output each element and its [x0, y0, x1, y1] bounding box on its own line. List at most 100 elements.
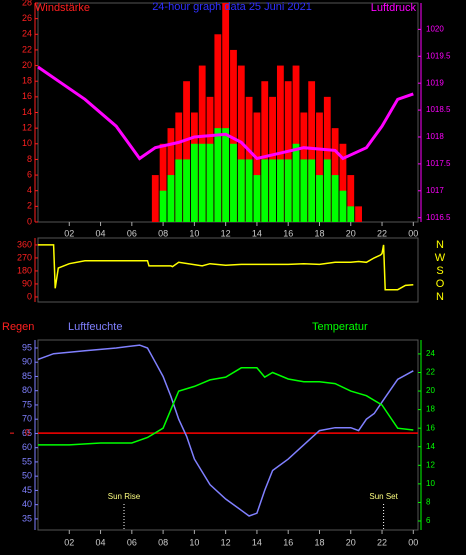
bar: [292, 143, 300, 222]
y-tick-label: 270: [17, 252, 32, 262]
annotation-label: Sun Set: [369, 492, 398, 501]
bar: [206, 143, 214, 222]
x-tick-label: 18: [314, 228, 324, 238]
bar: [245, 159, 253, 222]
bar: [222, 128, 230, 222]
direction-label: N: [436, 291, 444, 303]
line: [38, 367, 414, 446]
x-tick-label: 20: [346, 228, 356, 238]
bar: [308, 159, 316, 222]
x-tick-label: 00: [408, 228, 418, 238]
x-tick-label: 16: [283, 228, 293, 238]
x-tick-label: 06: [127, 228, 137, 238]
direction-label: S: [436, 265, 443, 277]
y2-tick-label: 22: [426, 368, 435, 377]
x-tick-label: 16: [283, 537, 293, 547]
y2-tick-label: 12: [426, 460, 435, 469]
x-tick-label: 22: [377, 537, 387, 547]
bar: [253, 112, 261, 222]
y-tick-label: 65: [22, 428, 32, 438]
bar: [151, 175, 159, 222]
y-tick-label: 50: [22, 471, 32, 481]
y-tick-label: 95: [22, 342, 32, 352]
y-tick-label: 8: [27, 154, 32, 164]
x-tick-label: 00: [408, 537, 418, 547]
y-tick-label: 12: [22, 123, 32, 133]
bar: [222, 3, 230, 222]
bar: [159, 143, 167, 222]
rain-tick-label: 0: [25, 428, 30, 438]
y-tick-label: 35: [22, 513, 32, 523]
y-tick-label: 2: [27, 201, 32, 211]
line: [37, 344, 414, 517]
temperature-title: Temperatur: [312, 321, 368, 333]
x-tick-label: 02: [64, 228, 74, 238]
y-tick-label: 55: [22, 456, 32, 466]
x-tick-label: 14: [252, 228, 262, 238]
bar: [159, 190, 167, 222]
y-tick-label: 24: [22, 29, 32, 39]
y2-tick-label: 24: [426, 349, 435, 358]
y2-tick-label: 18: [426, 405, 435, 414]
bar: [183, 81, 190, 222]
x-tick-label: 12: [221, 228, 231, 238]
x-tick-label: 08: [158, 537, 168, 547]
bar: [230, 49, 237, 222]
y-tick-label: 4: [27, 185, 32, 195]
x-tick-label: 06: [127, 537, 137, 547]
y-tick-label: 10: [22, 138, 32, 148]
annotation-label: Sun Rise: [108, 492, 141, 501]
y2-tick-label: 1019: [426, 78, 444, 87]
y-tick-label: 45: [22, 485, 32, 495]
x-tick-label: 04: [96, 537, 106, 547]
y-tick-label: 180: [17, 265, 32, 275]
y-tick-label: 22: [22, 44, 32, 54]
bar: [230, 143, 237, 222]
right-axis-title: Luftdruck: [371, 2, 417, 14]
y2-tick-label: 10: [426, 479, 435, 488]
bar: [175, 159, 183, 222]
line: [38, 244, 414, 291]
bar: [237, 159, 245, 222]
y2-tick-label: 1018: [426, 132, 444, 141]
y2-tick-label: 1019.5: [426, 51, 451, 60]
chart-title: 24-hour graph data 25 Juni 2021: [152, 1, 312, 13]
plot-frame: [37, 339, 419, 531]
bar: [339, 190, 347, 222]
x-tick-label: 02: [64, 537, 74, 547]
y-tick-label: 18: [22, 76, 32, 86]
y-tick-label: 16: [22, 91, 32, 101]
humidity-title: Luftfeuchte: [68, 321, 122, 333]
bar: [269, 159, 276, 222]
y-tick-label: 75: [22, 399, 32, 409]
bar: [316, 112, 323, 222]
y2-tick-label: 8: [426, 498, 431, 507]
y2-tick-label: 6: [426, 516, 431, 525]
x-tick-label: 10: [189, 228, 199, 238]
y2-tick-label: 14: [426, 442, 435, 451]
bar: [308, 81, 316, 222]
bar: [292, 65, 300, 222]
y-tick-label: 60: [22, 442, 32, 452]
y-tick-label: 26: [22, 13, 32, 23]
bar: [323, 159, 331, 222]
bar: [331, 175, 339, 222]
y2-tick-label: 16: [426, 423, 435, 432]
y-tick-label: 90: [22, 278, 32, 288]
bar: [214, 128, 222, 222]
bar: [300, 159, 308, 222]
y-tick-label: 80: [22, 385, 32, 395]
y2-tick-label: 1016.5: [426, 213, 451, 222]
y2-tick-label: 1017: [426, 186, 444, 195]
y2-tick-label: 20: [426, 386, 435, 395]
y2-tick-label: 1020: [426, 24, 444, 33]
bar: [183, 159, 190, 222]
direction-label: O: [436, 278, 445, 290]
bar: [339, 143, 347, 222]
x-tick-label: 08: [158, 228, 168, 238]
x-tick-label: 18: [314, 537, 324, 547]
y-tick-label: 360: [17, 239, 32, 249]
bar: [261, 81, 269, 222]
bar: [347, 175, 355, 222]
y-tick-label: 70: [22, 414, 32, 424]
